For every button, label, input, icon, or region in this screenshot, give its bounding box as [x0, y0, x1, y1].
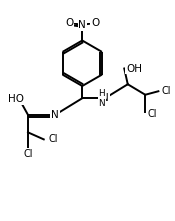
Text: Cl: Cl	[162, 86, 171, 96]
Text: HO: HO	[8, 94, 24, 104]
Text: Cl: Cl	[48, 134, 58, 144]
Text: Cl: Cl	[148, 109, 157, 119]
Text: OH: OH	[126, 63, 142, 74]
Text: N: N	[101, 93, 109, 103]
Text: N: N	[51, 110, 59, 120]
Text: Cl: Cl	[23, 149, 33, 159]
Text: O: O	[91, 18, 100, 28]
Text: O: O	[65, 18, 73, 28]
Text: H
N: H N	[98, 89, 105, 108]
Text: N: N	[78, 20, 86, 30]
